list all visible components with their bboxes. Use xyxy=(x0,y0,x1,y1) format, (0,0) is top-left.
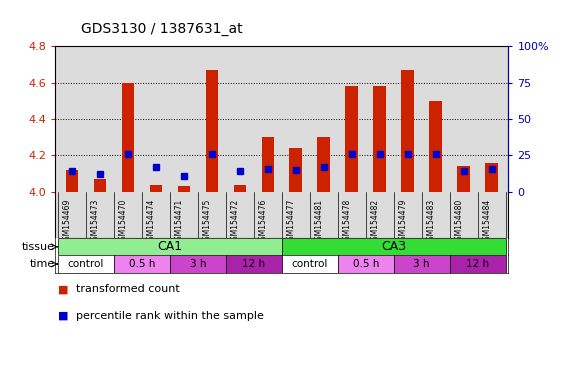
Text: 12 h: 12 h xyxy=(466,259,489,269)
Text: GSM154477: GSM154477 xyxy=(287,199,296,245)
Bar xyxy=(226,255,282,273)
Text: 12 h: 12 h xyxy=(242,259,266,269)
Text: tissue: tissue xyxy=(21,242,55,252)
Bar xyxy=(206,70,218,192)
Text: GSM154470: GSM154470 xyxy=(119,199,128,245)
Text: control: control xyxy=(68,259,104,269)
Text: GSM154474: GSM154474 xyxy=(147,199,156,245)
Bar xyxy=(317,137,330,192)
Text: GSM154471: GSM154471 xyxy=(175,199,184,245)
Text: GSM154476: GSM154476 xyxy=(259,199,268,245)
Bar xyxy=(374,86,386,192)
Bar xyxy=(457,166,470,192)
Bar xyxy=(282,255,338,273)
Bar xyxy=(401,70,414,192)
Text: GSM154483: GSM154483 xyxy=(426,199,436,245)
Text: CA3: CA3 xyxy=(381,240,406,253)
Text: GSM154472: GSM154472 xyxy=(231,199,240,245)
Text: 3 h: 3 h xyxy=(414,259,430,269)
Text: control: control xyxy=(292,259,328,269)
Bar xyxy=(58,238,282,255)
Bar xyxy=(121,83,134,192)
Bar xyxy=(261,137,274,192)
Bar xyxy=(58,255,114,273)
Bar xyxy=(66,170,78,192)
Bar xyxy=(429,101,442,192)
Bar xyxy=(450,255,505,273)
Text: GSM154480: GSM154480 xyxy=(454,199,464,245)
Text: GSM154482: GSM154482 xyxy=(371,199,380,245)
Text: 3 h: 3 h xyxy=(189,259,206,269)
Text: GSM154473: GSM154473 xyxy=(91,199,100,245)
Bar xyxy=(114,255,170,273)
Bar xyxy=(234,185,246,192)
Text: transformed count: transformed count xyxy=(76,284,180,294)
Bar xyxy=(150,185,162,192)
Bar xyxy=(282,238,505,255)
Text: GSM154484: GSM154484 xyxy=(483,199,492,245)
Bar xyxy=(338,255,394,273)
Text: ■: ■ xyxy=(58,311,69,321)
Text: GSM154475: GSM154475 xyxy=(203,199,212,245)
Text: time: time xyxy=(30,259,55,269)
Text: ■: ■ xyxy=(58,284,69,294)
Bar xyxy=(178,186,190,192)
Text: CA1: CA1 xyxy=(157,240,182,253)
Bar xyxy=(394,255,450,273)
Bar xyxy=(485,163,498,192)
Text: GDS3130 / 1387631_at: GDS3130 / 1387631_at xyxy=(81,23,243,36)
Text: 0.5 h: 0.5 h xyxy=(129,259,155,269)
Text: GSM154481: GSM154481 xyxy=(315,199,324,245)
Bar xyxy=(289,148,302,192)
Bar xyxy=(346,86,358,192)
Text: GSM154478: GSM154478 xyxy=(343,199,352,245)
Text: percentile rank within the sample: percentile rank within the sample xyxy=(76,311,263,321)
Text: 0.5 h: 0.5 h xyxy=(353,259,379,269)
Text: GSM154469: GSM154469 xyxy=(63,199,72,245)
Text: GSM154479: GSM154479 xyxy=(399,199,408,245)
Bar xyxy=(170,255,226,273)
Bar xyxy=(94,179,106,192)
